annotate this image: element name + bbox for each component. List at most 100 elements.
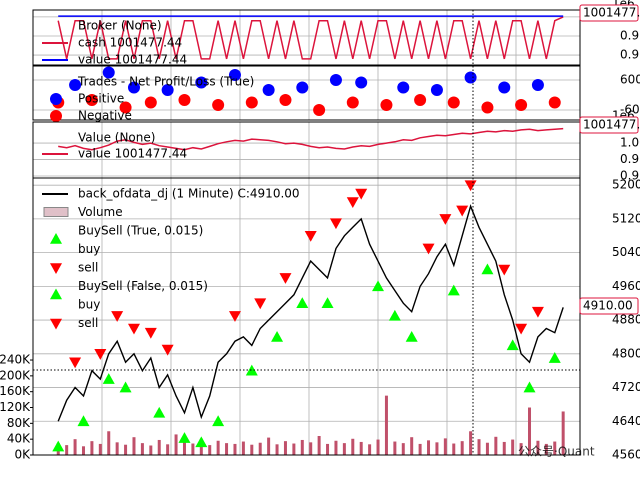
trade-dot bbox=[144, 96, 157, 109]
last-value-box bbox=[579, 116, 639, 134]
volume-bar bbox=[435, 442, 439, 455]
buy-marker bbox=[245, 364, 258, 376]
trade-dot bbox=[102, 66, 115, 79]
volume-bar bbox=[544, 443, 548, 455]
sell-marker bbox=[531, 306, 544, 318]
buy-marker bbox=[102, 373, 115, 384]
buy-marker bbox=[481, 263, 494, 275]
volume-bar bbox=[561, 411, 565, 455]
buy-marker bbox=[212, 415, 225, 427]
y-tick-label: 600000 bbox=[620, 73, 640, 87]
y-tick-label: 4800 bbox=[612, 346, 640, 360]
legend-swatch bbox=[50, 93, 62, 105]
trade-dot bbox=[127, 81, 140, 94]
trade-dot bbox=[313, 104, 326, 116]
volume-tick-label: 80K bbox=[7, 416, 31, 430]
y-tick-label: 5040 bbox=[612, 245, 640, 259]
buy-marker bbox=[447, 284, 460, 296]
legend-label: value 1001477.44 bbox=[78, 53, 187, 67]
series-line bbox=[58, 127, 564, 151]
sell-marker bbox=[127, 323, 140, 335]
legend-swatch bbox=[50, 288, 62, 300]
volume-bar bbox=[410, 437, 414, 455]
volume-bar bbox=[443, 438, 447, 455]
trade-dot bbox=[329, 74, 342, 86]
sell-marker bbox=[346, 197, 359, 209]
volume-bar bbox=[241, 441, 245, 455]
trade-dot bbox=[119, 101, 132, 114]
legend-swatch bbox=[43, 207, 69, 217]
volume-bar bbox=[536, 440, 540, 455]
trade-dot bbox=[397, 81, 410, 94]
volume-bar bbox=[73, 439, 77, 455]
buy-marker bbox=[52, 440, 65, 452]
y-tick-label: 4720 bbox=[612, 380, 640, 394]
trade-dot bbox=[195, 76, 208, 89]
volume-bar bbox=[98, 443, 102, 455]
sell-marker bbox=[111, 311, 124, 322]
sell-marker bbox=[422, 243, 435, 255]
volume-bar bbox=[342, 443, 346, 455]
volume-bar bbox=[519, 443, 523, 455]
legend-swatch bbox=[50, 110, 62, 122]
volume-bar bbox=[292, 443, 296, 455]
sell-marker bbox=[279, 273, 292, 284]
volume-bar bbox=[140, 443, 144, 455]
legend-label: sell bbox=[78, 316, 98, 330]
volume-bar bbox=[216, 440, 220, 455]
volume-bar bbox=[225, 443, 229, 455]
y-tick-label: 4880 bbox=[612, 313, 640, 327]
volume-bar bbox=[511, 439, 515, 455]
volume-tick-label: 40K bbox=[7, 432, 31, 446]
volume-bar bbox=[553, 441, 557, 455]
buy-marker bbox=[388, 309, 401, 321]
volume-bar bbox=[300, 439, 304, 455]
sell-marker bbox=[94, 349, 107, 360]
volume-tick-label: 200K bbox=[0, 368, 31, 382]
sell-marker bbox=[228, 311, 241, 322]
trade-dot bbox=[481, 101, 494, 114]
buy-marker bbox=[153, 406, 166, 418]
volume-bar bbox=[174, 434, 178, 455]
legend-label: Negative bbox=[78, 109, 132, 123]
y-tick-label: 0.950 bbox=[620, 48, 640, 62]
volume-tick-label: 0K bbox=[14, 448, 31, 462]
volume-bar bbox=[393, 441, 397, 455]
trade-dot bbox=[262, 84, 275, 96]
y-tick-label: 4560 bbox=[612, 448, 640, 462]
trade-dot bbox=[69, 79, 82, 91]
legend-label: value 1001477.44 bbox=[78, 147, 187, 161]
buy-marker bbox=[372, 280, 385, 292]
volume-bar bbox=[452, 443, 456, 455]
volume-bar bbox=[502, 441, 506, 455]
volume-bar bbox=[334, 440, 338, 455]
last-value-label: 1001477.44 bbox=[583, 6, 640, 20]
sell-marker bbox=[69, 357, 82, 369]
trade-dot bbox=[515, 99, 528, 111]
volume-bar bbox=[191, 443, 195, 455]
volume-bar bbox=[368, 444, 372, 455]
sell-marker bbox=[144, 327, 157, 339]
legend-label: Positive bbox=[78, 92, 124, 106]
sell-marker bbox=[254, 298, 267, 310]
legend-label: cash 1001477.44 bbox=[78, 36, 182, 50]
trade-dot bbox=[447, 96, 460, 109]
series-line bbox=[57, 16, 564, 60]
volume-tick-label: 240K bbox=[0, 353, 31, 367]
volume-bar bbox=[427, 440, 431, 455]
sell-marker bbox=[304, 230, 317, 242]
legend-label: Trades - Net Profit/Loss (True) bbox=[77, 75, 254, 89]
trade-dot bbox=[548, 96, 561, 109]
watermark: 公众号·Quant bbox=[518, 445, 595, 459]
sell-marker bbox=[439, 214, 452, 225]
buy-marker bbox=[271, 330, 284, 342]
sell-marker bbox=[329, 218, 342, 230]
volume-bar bbox=[528, 407, 532, 455]
volume-bar bbox=[166, 444, 170, 455]
sell-marker bbox=[161, 344, 174, 356]
sell-marker bbox=[464, 180, 477, 192]
trade-dot bbox=[85, 94, 98, 106]
legend-label: Volume bbox=[78, 205, 123, 219]
last-value-box bbox=[579, 297, 639, 315]
